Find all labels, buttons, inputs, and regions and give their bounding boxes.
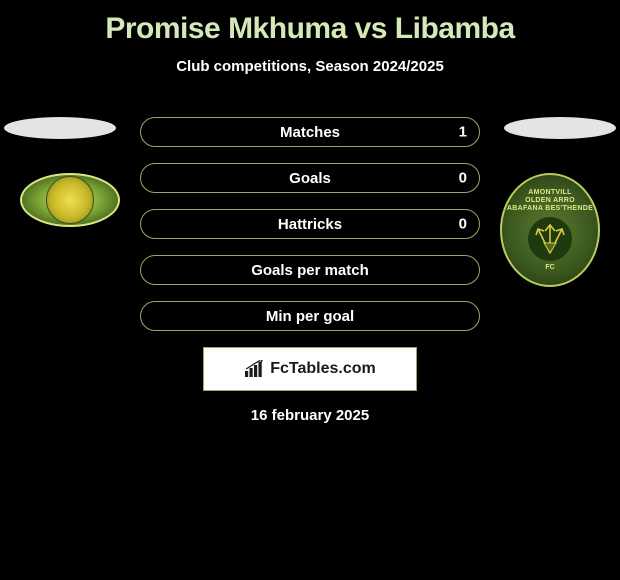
- arrows-icon: [528, 217, 572, 261]
- stat-label: Hattricks: [278, 216, 342, 233]
- stat-row-min-per-goal: Min per goal: [140, 301, 480, 331]
- right-badge-text-top: AMONTVILL OLDEN ARRO ABAFANA BES'THENDE: [507, 189, 593, 212]
- stat-value: 0: [459, 216, 467, 233]
- left-player-avatar-placeholder: [4, 117, 116, 139]
- stat-value: 0: [459, 170, 467, 187]
- stat-label: Matches: [280, 124, 340, 141]
- stat-label: Min per goal: [266, 308, 354, 325]
- stat-row-matches: Matches 1: [140, 117, 480, 147]
- subtitle: Club competitions, Season 2024/2025: [0, 58, 620, 75]
- right-club-badge: AMONTVILL OLDEN ARRO ABAFANA BES'THENDE …: [500, 173, 600, 287]
- snapshot-date: 16 february 2025: [0, 407, 620, 424]
- stat-row-goals-per-match: Goals per match: [140, 255, 480, 285]
- fctables-logo-box[interactable]: FcTables.com: [203, 347, 417, 391]
- stat-row-hattricks: Hattricks 0: [140, 209, 480, 239]
- left-club-badge: [20, 173, 120, 227]
- stat-row-goals: Goals 0: [140, 163, 480, 193]
- right-player-avatar-placeholder: [504, 117, 616, 139]
- stat-value: 1: [459, 124, 467, 141]
- stat-label: Goals: [289, 170, 331, 187]
- page-title: Promise Mkhuma vs Libamba: [0, 0, 620, 46]
- stat-label: Goals per match: [251, 262, 369, 279]
- left-club-badge-inner: [46, 176, 94, 224]
- comparison-content: AMONTVILL OLDEN ARRO ABAFANA BES'THENDE …: [0, 117, 620, 424]
- fctables-logo-text: FcTables.com: [270, 360, 376, 378]
- right-badge-fc: FC: [545, 264, 554, 271]
- bar-chart-icon: [244, 360, 266, 378]
